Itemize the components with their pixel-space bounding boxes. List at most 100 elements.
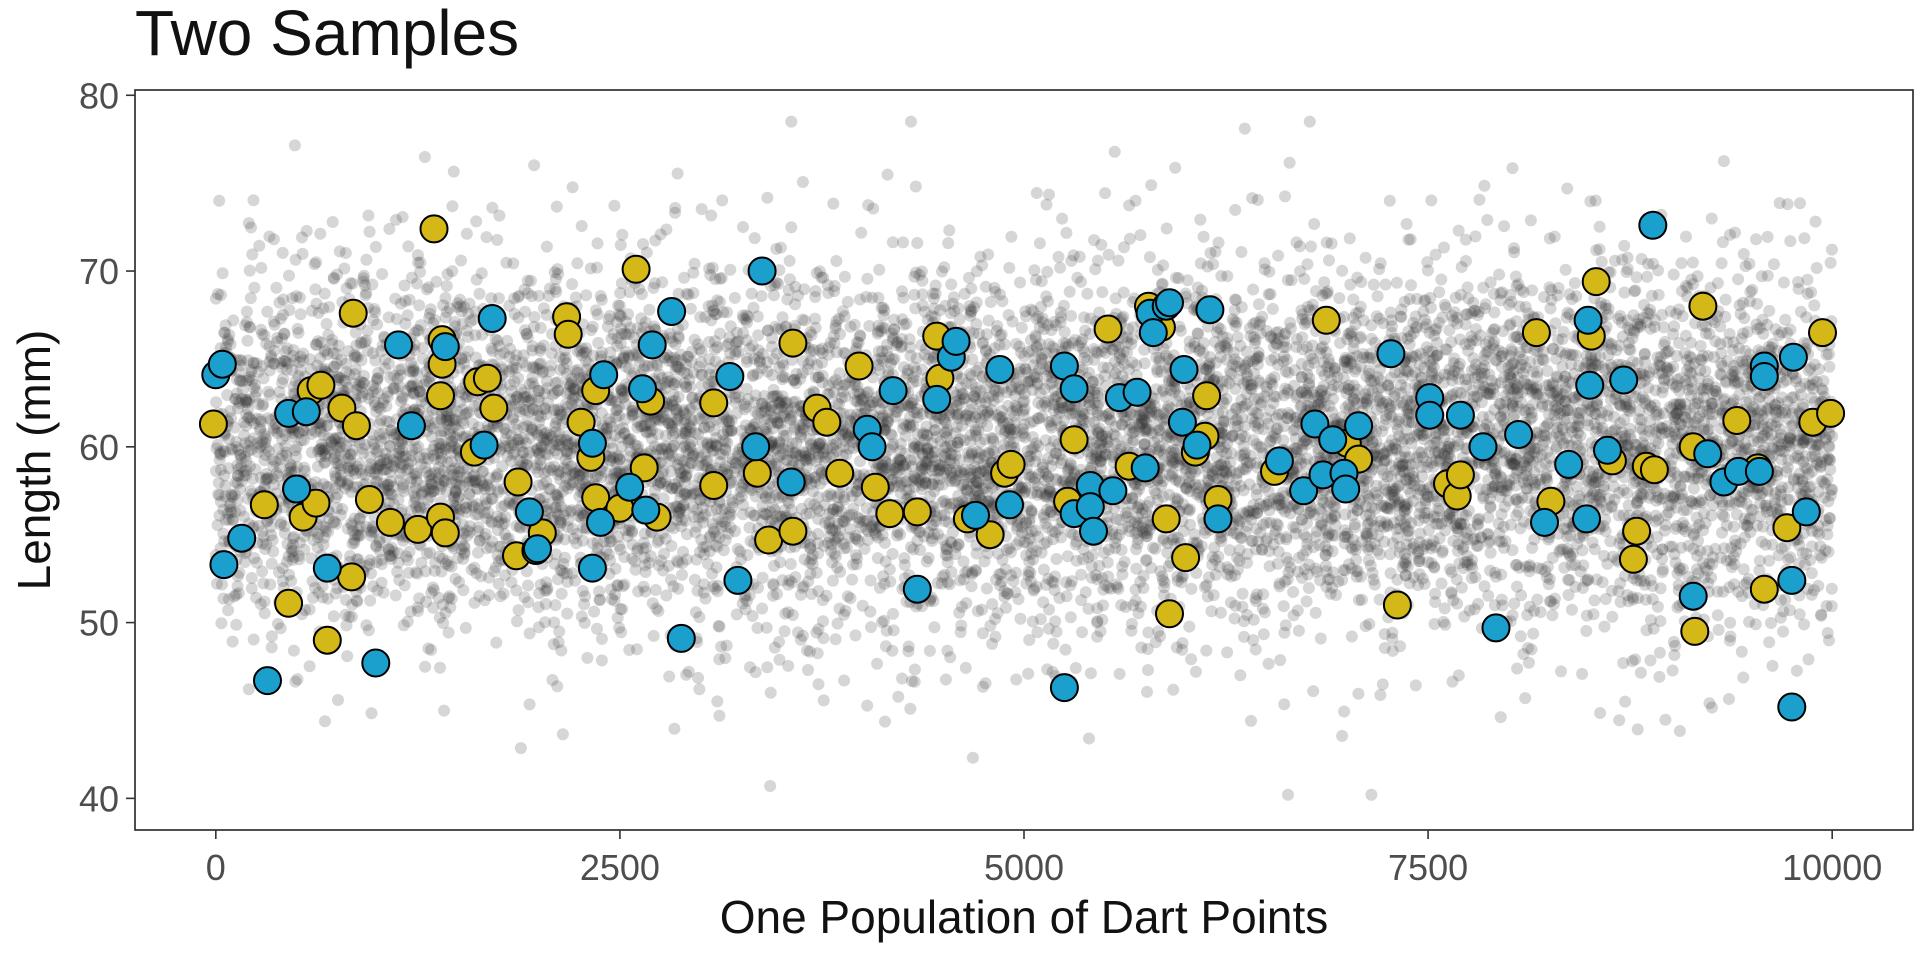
population-point xyxy=(1540,472,1553,485)
population-point xyxy=(296,231,308,244)
population-point xyxy=(1715,347,1728,360)
population-point xyxy=(701,557,714,570)
population-point xyxy=(1161,546,1174,559)
population-point xyxy=(928,621,941,634)
population-point xyxy=(1233,544,1246,556)
population-point xyxy=(1414,483,1427,496)
population-point xyxy=(1307,685,1320,698)
population-point xyxy=(883,563,896,576)
population-point xyxy=(549,599,562,612)
population-point xyxy=(441,418,454,431)
population-point xyxy=(1527,627,1540,640)
population-point xyxy=(838,270,851,283)
population-point xyxy=(1469,571,1482,584)
population-point xyxy=(460,324,473,337)
population-point xyxy=(1343,232,1356,245)
population-point xyxy=(1680,230,1692,243)
population-point xyxy=(1634,421,1647,434)
population-point xyxy=(1536,353,1549,366)
population-point xyxy=(1598,620,1611,633)
population-point xyxy=(1140,554,1152,567)
population-point xyxy=(520,458,533,471)
population-point xyxy=(355,354,368,367)
population-point xyxy=(362,392,375,405)
population-point xyxy=(1807,373,1820,386)
population-point xyxy=(552,468,565,481)
population-point xyxy=(1113,667,1126,680)
population-point xyxy=(1781,327,1794,339)
population-point xyxy=(897,291,910,304)
population-point xyxy=(1770,503,1783,516)
population-point xyxy=(1774,611,1787,624)
population-point xyxy=(1093,306,1106,319)
population-point xyxy=(244,292,257,305)
population-point xyxy=(1514,630,1527,643)
population-point xyxy=(674,348,687,361)
population-point xyxy=(1510,315,1523,328)
population-point xyxy=(588,605,601,618)
population-point xyxy=(1138,357,1151,370)
population-point xyxy=(569,574,581,587)
population-point xyxy=(1657,563,1669,576)
population-point xyxy=(881,168,894,181)
population-point xyxy=(1777,625,1790,638)
population-point xyxy=(1771,465,1784,478)
population-point xyxy=(1125,497,1138,510)
population-point xyxy=(522,579,534,592)
population-point xyxy=(709,273,722,285)
population-point xyxy=(1391,423,1404,436)
population-point xyxy=(746,339,759,352)
population-point xyxy=(1673,725,1686,737)
population-point xyxy=(1777,276,1790,289)
population-point xyxy=(369,240,382,253)
population-point xyxy=(523,698,536,711)
population-point xyxy=(439,291,452,304)
population-point xyxy=(1524,379,1537,392)
population-point xyxy=(656,448,669,461)
population-point xyxy=(1511,371,1524,384)
population-point xyxy=(494,590,507,603)
population-point xyxy=(965,282,978,295)
population-point xyxy=(756,362,768,375)
population-point xyxy=(1284,322,1297,335)
population-point xyxy=(248,281,261,294)
population-point xyxy=(1494,294,1507,307)
population-point xyxy=(1455,517,1467,530)
population-point xyxy=(1809,215,1822,228)
population-point xyxy=(1769,497,1781,510)
population-point xyxy=(702,378,715,391)
population-point xyxy=(996,295,1009,308)
population-point xyxy=(1238,630,1250,643)
population-point xyxy=(1621,487,1634,500)
population-point xyxy=(849,629,862,642)
population-point xyxy=(1807,584,1820,597)
population-point xyxy=(1149,542,1162,555)
population-point xyxy=(440,280,453,292)
population-point xyxy=(1814,459,1827,472)
population-point xyxy=(1709,335,1722,348)
population-point xyxy=(532,409,545,422)
population-point xyxy=(540,240,553,253)
population-point xyxy=(549,501,562,514)
population-point xyxy=(905,115,917,128)
population-point xyxy=(1183,477,1195,490)
population-point xyxy=(1701,349,1714,362)
population-point xyxy=(785,576,798,589)
population-point xyxy=(1772,549,1785,562)
population-point xyxy=(886,644,899,657)
population-point xyxy=(1033,237,1046,250)
population-point xyxy=(1371,457,1384,470)
population-point xyxy=(894,453,907,466)
population-point xyxy=(875,616,888,629)
population-point xyxy=(1824,256,1837,269)
population-point xyxy=(1327,379,1340,392)
population-point xyxy=(1057,299,1070,312)
population-point xyxy=(1129,194,1142,207)
population-point xyxy=(1612,312,1625,325)
population-point xyxy=(1787,402,1800,414)
population-point xyxy=(778,625,791,638)
population-point xyxy=(245,363,258,376)
population-point xyxy=(508,292,521,305)
population-point xyxy=(322,481,335,494)
population-point xyxy=(1735,645,1748,658)
